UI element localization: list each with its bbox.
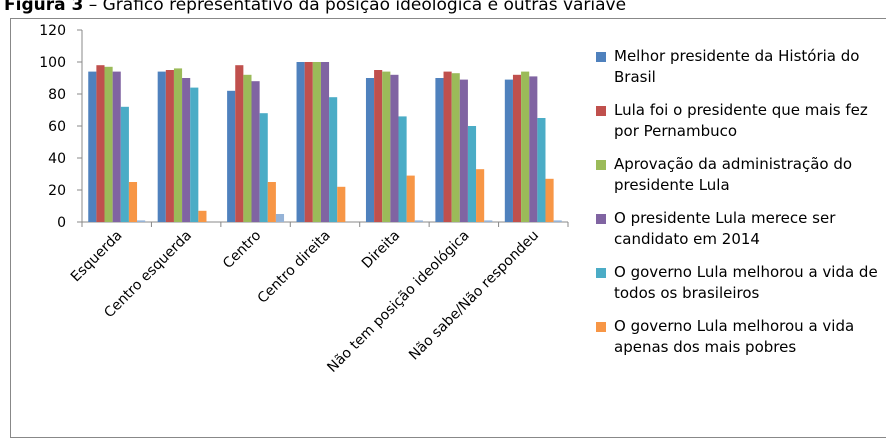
legend-label: Melhor presidente da História do Brasil [614,47,860,86]
bar [267,182,276,222]
legend-swatch [596,268,606,278]
bar [414,220,423,222]
x-tick-label: Direita [359,228,403,272]
legend: Melhor presidente da História do Brasil L… [596,46,880,370]
bar [88,71,97,222]
bar [512,74,522,222]
bar [96,65,105,222]
bar [476,169,485,222]
bar [484,220,493,222]
title-prefix: Figura 3 [4,0,84,15]
bar [337,186,346,222]
bar [165,70,174,222]
legend-swatch [596,160,606,170]
bar [104,66,113,222]
legend-swatch [596,106,606,116]
legend-item: O governo Lula melhorou a vida de todos … [596,262,880,304]
bar [545,178,554,222]
legend-swatch [596,322,606,332]
legend-label: Lula foi o presidente que mais fez por P… [614,101,868,140]
bar [251,81,260,222]
bar [529,76,538,223]
bar [537,118,546,222]
y-tick-label: 60 [48,119,66,135]
y-tick-label: 40 [48,151,66,167]
legend-item: Lula foi o presidente que mais fez por P… [596,100,880,142]
bar [296,62,305,222]
legend-label: O governo Lula melhorou a vida apenas do… [614,317,855,356]
bar [275,214,285,222]
y-tick-label: 80 [48,87,66,103]
legend-item: Aprovação da administração do presidente… [596,154,880,196]
x-tick-label: Centro direita [255,228,334,307]
y-tick-label: 120 [39,23,66,39]
bar [329,97,338,222]
bar [320,62,330,222]
legend-label: Aprovação da administração do presidente… [614,155,853,194]
bar [521,71,530,222]
bar [173,68,183,223]
bar [227,90,236,222]
bar [553,220,562,222]
y-tick-label: 100 [39,55,66,71]
bar [198,210,207,222]
legend-item: O governo Lula melhorou a vida apenas do… [596,316,880,358]
bar [459,79,468,222]
x-tick-label: Centro [220,228,264,272]
x-tick-label: Não tem posição ideológica [324,228,472,376]
legend-item: O presidente Lula merece ser candidato e… [596,208,880,250]
bar [182,78,191,222]
page: {"chart_data": {"type": "bar", "title_pr… [4,0,886,438]
legend-swatch [596,52,606,62]
bar [443,71,452,222]
legend-item: Melhor presidente da História do Brasil [596,46,880,88]
bar [374,70,383,222]
bar [235,65,244,222]
bar [390,74,399,222]
bar [259,113,268,222]
bar [137,220,146,222]
y-tick-label: 0 [57,215,66,231]
bar [504,79,513,222]
title-text: – Gráfico representativo da posição ideo… [88,0,627,15]
bar [382,71,391,222]
bar [190,87,199,222]
chart-title: Figura 3 – Gráfico representativo da pos… [4,0,626,15]
bar [451,73,460,222]
legend-swatch [596,214,606,224]
y-tick-label: 20 [48,183,66,199]
legend-label: O presidente Lula merece ser candidato e… [614,209,836,248]
bar [467,126,477,222]
bar [120,106,129,222]
bar [365,78,375,222]
bar [304,62,313,222]
bar [406,175,415,222]
bar [157,71,166,222]
bar [112,71,121,222]
bar [128,182,138,222]
bar [243,74,252,222]
x-tick-label: Esquerda [68,228,126,286]
bar [398,116,407,222]
legend-label: O governo Lula melhorou a vida de todos … [614,263,878,302]
bar [312,62,321,222]
x-tick-label: Não sabe/Não respondeu [406,228,542,364]
bar [435,78,444,222]
